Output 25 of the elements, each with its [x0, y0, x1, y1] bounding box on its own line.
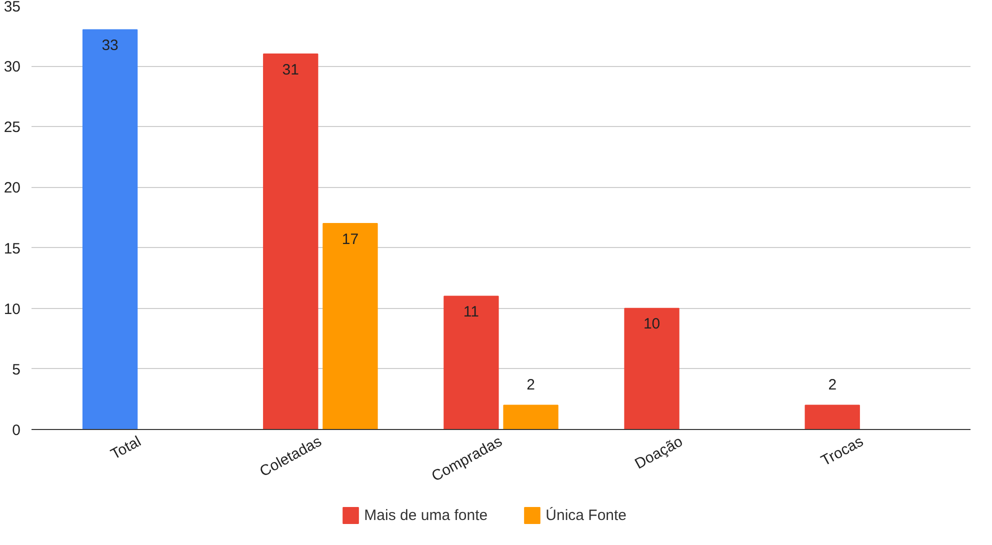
bar [503, 404, 558, 430]
y-tick-label: 10 [4, 300, 21, 318]
y-tick-label: 5 [12, 361, 20, 378]
data-label: 2 [828, 376, 837, 394]
y-tick-label: 35 [4, 0, 21, 16]
bar [263, 53, 318, 430]
data-label: 2 [526, 376, 535, 394]
y-tick-label: 30 [4, 58, 21, 76]
y-tick-label: 25 [4, 119, 21, 136]
y-tick-label: 15 [4, 240, 21, 258]
y-tick-label: 0 [12, 422, 20, 439]
bar [82, 29, 138, 430]
bar [624, 308, 680, 430]
bar [322, 223, 378, 430]
legend-label: Única Fonte [546, 506, 627, 524]
data-label: 17 [342, 230, 359, 248]
legend-label: Mais de uma fonte [364, 507, 488, 524]
x-tick-label: Total [108, 433, 144, 464]
data-label: 33 [102, 37, 118, 54]
data-label: 31 [282, 61, 299, 78]
bar [804, 404, 860, 430]
bar [444, 296, 499, 430]
y-tick-label: 20 [4, 180, 21, 197]
data-label: 10 [643, 316, 660, 333]
data-label: 11 [463, 304, 479, 321]
